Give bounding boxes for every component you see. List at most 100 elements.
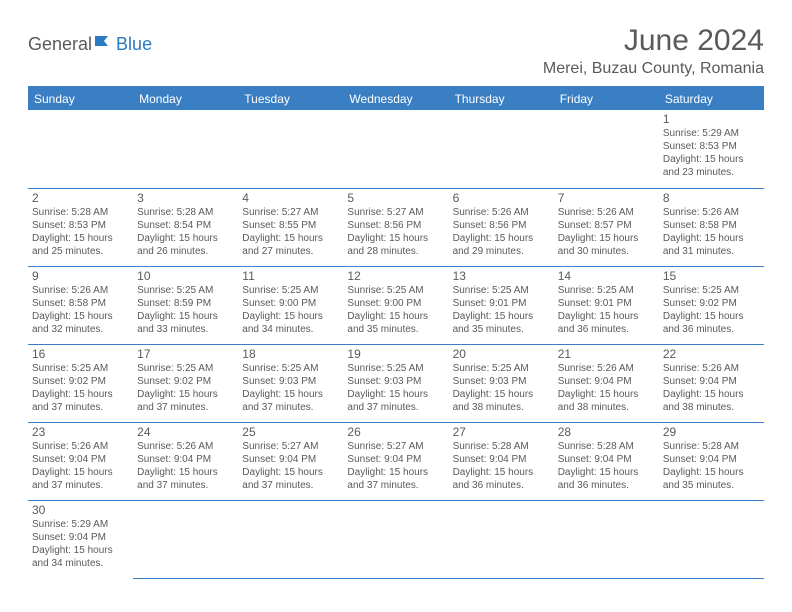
calendar-cell: 6Sunrise: 5:26 AMSunset: 8:56 PMDaylight… — [449, 188, 554, 266]
day-number: 6 — [453, 191, 550, 205]
day-detail: Sunrise: 5:29 AM — [32, 518, 129, 531]
day-number: 21 — [558, 347, 655, 361]
logo-text-blue: Blue — [116, 34, 152, 55]
calendar-row: 23Sunrise: 5:26 AMSunset: 9:04 PMDayligh… — [28, 422, 764, 500]
day-detail: Sunset: 9:02 PM — [663, 297, 760, 310]
day-detail: Sunrise: 5:28 AM — [663, 440, 760, 453]
calendar-cell-empty — [133, 110, 238, 188]
day-header: Monday — [133, 87, 238, 110]
calendar-cell: 26Sunrise: 5:27 AMSunset: 9:04 PMDayligh… — [343, 422, 448, 500]
day-number: 19 — [347, 347, 444, 361]
day-detail: Sunset: 8:53 PM — [32, 219, 129, 232]
day-detail: and 37 minutes. — [32, 479, 129, 492]
day-detail: Sunrise: 5:25 AM — [32, 362, 129, 375]
day-detail: and 36 minutes. — [558, 323, 655, 336]
calendar-cell: 8Sunrise: 5:26 AMSunset: 8:58 PMDaylight… — [659, 188, 764, 266]
day-detail: and 23 minutes. — [663, 166, 760, 179]
day-detail: Sunrise: 5:29 AM — [663, 127, 760, 140]
calendar-cell: 23Sunrise: 5:26 AMSunset: 9:04 PMDayligh… — [28, 422, 133, 500]
calendar-cell-empty — [28, 110, 133, 188]
day-detail: and 35 minutes. — [663, 479, 760, 492]
day-detail: and 36 minutes. — [453, 479, 550, 492]
day-detail: Sunrise: 5:25 AM — [242, 284, 339, 297]
day-detail: Sunrise: 5:25 AM — [242, 362, 339, 375]
day-number: 9 — [32, 269, 129, 283]
day-detail: and 38 minutes. — [558, 401, 655, 414]
day-number: 23 — [32, 425, 129, 439]
day-number: 5 — [347, 191, 444, 205]
day-detail: Sunrise: 5:25 AM — [453, 362, 550, 375]
day-detail: Sunset: 9:02 PM — [137, 375, 234, 388]
day-number: 8 — [663, 191, 760, 205]
day-number: 30 — [32, 503, 129, 517]
calendar-cell: 27Sunrise: 5:28 AMSunset: 9:04 PMDayligh… — [449, 422, 554, 500]
day-detail: Daylight: 15 hours — [453, 466, 550, 479]
day-number: 27 — [453, 425, 550, 439]
flag-icon — [94, 34, 114, 55]
logo-text-general: General — [28, 34, 92, 55]
day-detail: Sunset: 9:00 PM — [347, 297, 444, 310]
day-detail: Daylight: 15 hours — [453, 310, 550, 323]
calendar-cell: 25Sunrise: 5:27 AMSunset: 9:04 PMDayligh… — [238, 422, 343, 500]
calendar-cell: 1Sunrise: 5:29 AMSunset: 8:53 PMDaylight… — [659, 110, 764, 188]
calendar-row: 30Sunrise: 5:29 AMSunset: 9:04 PMDayligh… — [28, 500, 764, 578]
day-detail: Daylight: 15 hours — [558, 310, 655, 323]
day-detail: Daylight: 15 hours — [32, 544, 129, 557]
day-detail: and 33 minutes. — [137, 323, 234, 336]
day-header: Saturday — [659, 87, 764, 110]
day-detail: Sunrise: 5:26 AM — [137, 440, 234, 453]
day-detail: Sunset: 9:03 PM — [347, 375, 444, 388]
day-detail: Sunrise: 5:26 AM — [453, 206, 550, 219]
day-detail: Daylight: 15 hours — [32, 310, 129, 323]
day-detail: Sunset: 9:04 PM — [663, 453, 760, 466]
calendar-cell-empty — [449, 500, 554, 578]
day-detail: Daylight: 15 hours — [663, 466, 760, 479]
calendar-cell-empty — [659, 500, 764, 578]
calendar-row: 16Sunrise: 5:25 AMSunset: 9:02 PMDayligh… — [28, 344, 764, 422]
day-detail: Sunrise: 5:28 AM — [137, 206, 234, 219]
header: General Blue June 2024 Merei, Buzau Coun… — [28, 24, 764, 78]
calendar-row: 9Sunrise: 5:26 AMSunset: 8:58 PMDaylight… — [28, 266, 764, 344]
day-number: 20 — [453, 347, 550, 361]
day-detail: Daylight: 15 hours — [558, 232, 655, 245]
day-detail: and 27 minutes. — [242, 245, 339, 258]
calendar-cell: 28Sunrise: 5:28 AMSunset: 9:04 PMDayligh… — [554, 422, 659, 500]
day-header-row: SundayMondayTuesdayWednesdayThursdayFrid… — [28, 87, 764, 110]
day-detail: Daylight: 15 hours — [663, 232, 760, 245]
day-number: 2 — [32, 191, 129, 205]
day-detail: and 37 minutes. — [242, 401, 339, 414]
day-detail: Sunrise: 5:26 AM — [558, 362, 655, 375]
day-number: 22 — [663, 347, 760, 361]
calendar-cell: 10Sunrise: 5:25 AMSunset: 8:59 PMDayligh… — [133, 266, 238, 344]
day-detail: and 38 minutes. — [453, 401, 550, 414]
day-number: 4 — [242, 191, 339, 205]
day-detail: Sunset: 8:58 PM — [32, 297, 129, 310]
calendar-cell: 29Sunrise: 5:28 AMSunset: 9:04 PMDayligh… — [659, 422, 764, 500]
day-detail: Sunset: 8:54 PM — [137, 219, 234, 232]
day-detail: and 26 minutes. — [137, 245, 234, 258]
day-detail: Daylight: 15 hours — [453, 388, 550, 401]
day-detail: Sunset: 9:03 PM — [242, 375, 339, 388]
day-detail: and 35 minutes. — [453, 323, 550, 336]
calendar-row: 1Sunrise: 5:29 AMSunset: 8:53 PMDaylight… — [28, 110, 764, 188]
calendar-cell: 4Sunrise: 5:27 AMSunset: 8:55 PMDaylight… — [238, 188, 343, 266]
title-block: June 2024 Merei, Buzau County, Romania — [543, 24, 764, 78]
day-number: 17 — [137, 347, 234, 361]
day-detail: Sunrise: 5:27 AM — [347, 440, 444, 453]
day-detail: Sunrise: 5:25 AM — [347, 284, 444, 297]
day-detail: Sunset: 8:55 PM — [242, 219, 339, 232]
day-number: 10 — [137, 269, 234, 283]
day-detail: Sunset: 9:04 PM — [242, 453, 339, 466]
day-detail: Sunrise: 5:26 AM — [663, 362, 760, 375]
calendar-cell: 2Sunrise: 5:28 AMSunset: 8:53 PMDaylight… — [28, 188, 133, 266]
calendar-cell: 16Sunrise: 5:25 AMSunset: 9:02 PMDayligh… — [28, 344, 133, 422]
day-detail: and 37 minutes. — [242, 479, 339, 492]
day-detail: and 28 minutes. — [347, 245, 444, 258]
day-detail: Sunrise: 5:28 AM — [32, 206, 129, 219]
day-detail: Sunset: 8:56 PM — [347, 219, 444, 232]
day-number: 29 — [663, 425, 760, 439]
month-title: June 2024 — [543, 24, 764, 58]
day-detail: Sunrise: 5:25 AM — [137, 362, 234, 375]
day-detail: Sunset: 9:01 PM — [453, 297, 550, 310]
day-detail: and 32 minutes. — [32, 323, 129, 336]
